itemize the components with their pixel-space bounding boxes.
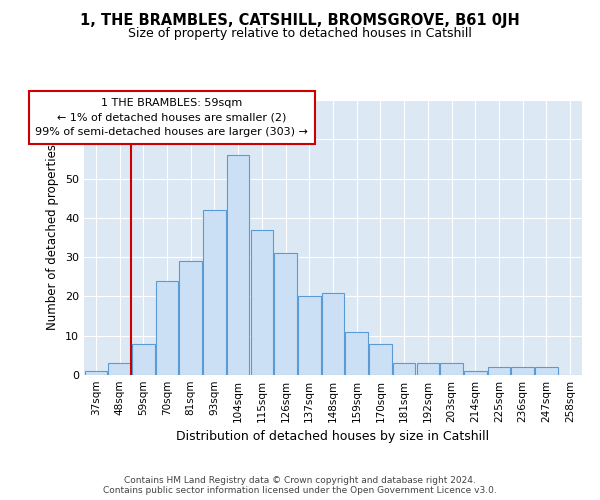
Bar xyxy=(511,367,534,375)
X-axis label: Distribution of detached houses by size in Catshill: Distribution of detached houses by size … xyxy=(176,430,490,444)
Bar xyxy=(440,363,463,375)
Bar xyxy=(85,371,107,375)
Text: Contains HM Land Registry data © Crown copyright and database right 2024.: Contains HM Land Registry data © Crown c… xyxy=(124,476,476,485)
Bar xyxy=(535,367,557,375)
Bar xyxy=(274,253,297,375)
Bar xyxy=(156,280,178,375)
Text: Size of property relative to detached houses in Catshill: Size of property relative to detached ho… xyxy=(128,28,472,40)
Bar xyxy=(393,363,415,375)
Bar xyxy=(488,367,510,375)
Bar xyxy=(322,292,344,375)
Bar xyxy=(109,363,131,375)
Bar xyxy=(251,230,273,375)
Bar xyxy=(227,155,250,375)
Text: 1 THE BRAMBLES: 59sqm
← 1% of detached houses are smaller (2)
99% of semi-detach: 1 THE BRAMBLES: 59sqm ← 1% of detached h… xyxy=(35,98,308,138)
Bar xyxy=(416,363,439,375)
Text: Contains public sector information licensed under the Open Government Licence v3: Contains public sector information licen… xyxy=(103,486,497,495)
Bar xyxy=(132,344,155,375)
Text: 1, THE BRAMBLES, CATSHILL, BROMSGROVE, B61 0JH: 1, THE BRAMBLES, CATSHILL, BROMSGROVE, B… xyxy=(80,12,520,28)
Bar xyxy=(298,296,320,375)
Bar xyxy=(179,261,202,375)
Bar xyxy=(369,344,392,375)
Bar xyxy=(464,371,487,375)
Bar xyxy=(203,210,226,375)
Y-axis label: Number of detached properties: Number of detached properties xyxy=(46,144,59,330)
Bar xyxy=(346,332,368,375)
